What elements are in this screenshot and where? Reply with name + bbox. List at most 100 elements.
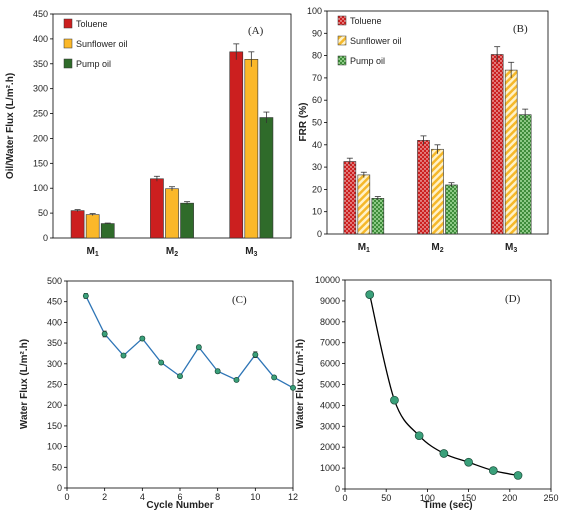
legend-entry: Toluene — [76, 19, 108, 29]
series-line — [369, 294, 519, 477]
data-point — [439, 449, 449, 458]
category-label: M1 — [87, 246, 99, 258]
chart-panel-b: 0 10 20 30 40 50 60 70 80 90 100 M1 M2 M3 Toluene Sun… — [298, 6, 549, 254]
y-axis-title-c: Water Flux (L/m².h) — [19, 339, 30, 429]
panel-label-c: (C) — [232, 294, 247, 306]
y-tick-label: 90 — [312, 28, 322, 38]
y-tick-label: 30 — [312, 162, 322, 172]
y-tick-label: 60 — [312, 95, 322, 105]
y-tick-label: 300 — [33, 84, 48, 94]
y-tick-label: 40 — [312, 140, 322, 150]
data-point — [101, 331, 108, 337]
bar — [85, 214, 100, 239]
y-tick-label: 450 — [47, 297, 62, 307]
x-tick-label: 100 — [420, 493, 435, 503]
y-tick-label: 100 — [47, 442, 62, 452]
y-tick-label: 250 — [47, 380, 62, 390]
y-tick-label: 0 — [335, 484, 340, 494]
legend-entry: Sunflower oil — [76, 39, 128, 49]
legend-b: Toluene Sunflower oil Pump oil — [337, 15, 402, 66]
data-point — [271, 374, 278, 381]
category-label: M2 — [166, 246, 178, 258]
data-point — [414, 431, 424, 441]
bar — [229, 51, 244, 239]
x-axis-title-d: Time (sec) — [423, 500, 472, 511]
y-tick-label: 100 — [307, 6, 322, 16]
data-point — [195, 344, 202, 351]
y-tick-label: 450 — [33, 9, 48, 19]
data-point — [513, 471, 523, 480]
y-tick-label: 500 — [47, 276, 62, 286]
x-tick-label: 2 — [102, 492, 107, 502]
y-axis-title-d: Water Flux (L/m².h) — [295, 339, 306, 429]
x-tick-label: 10 — [250, 492, 260, 502]
bar — [504, 69, 518, 235]
y-tick-label: 10000 — [315, 275, 340, 285]
y-tick-label: 1000 — [320, 463, 340, 473]
y-tick-label: 70 — [312, 73, 322, 83]
chart-panel-a: 0 50 100 150 200 250 300 350 400 450 M1 M2 M3 Tolue… — [5, 9, 292, 258]
y-tick-label: 200 — [47, 400, 62, 410]
x-tick-label: 200 — [502, 493, 517, 503]
legend-entry: Pump oil — [76, 59, 111, 69]
category-label: M1 — [358, 242, 370, 254]
data-point — [464, 457, 473, 467]
y-tick-label: 400 — [47, 317, 62, 327]
y-axis-a: 0 50 100 150 200 250 300 350 400 450 — [33, 9, 53, 243]
bar — [180, 202, 194, 239]
legend-entry: Sunflower oil — [350, 36, 402, 46]
data-point — [177, 373, 183, 380]
x-categories-b: M1 M2 M3 — [358, 242, 518, 254]
legend-swatch — [63, 38, 73, 49]
bars-a — [70, 43, 274, 239]
legend-entry: Pump oil — [350, 56, 385, 66]
legend-a: Toluene Sunflower oil Pump oil — [63, 18, 128, 69]
y-tick-label: 0 — [43, 233, 48, 243]
bar — [259, 117, 274, 239]
bars-b — [343, 46, 532, 235]
y-tick-label: 10 — [312, 207, 322, 217]
x-tick-label: 0 — [342, 493, 347, 503]
y-tick-label: 100 — [33, 183, 48, 193]
chart-panel-d: 0100020003000400050006000700080009000100… — [295, 275, 559, 511]
x-tick-label: 6 — [177, 492, 182, 502]
legend-swatch — [337, 35, 347, 46]
series-c — [82, 292, 296, 391]
data-point — [290, 384, 296, 391]
data-point — [488, 466, 498, 475]
y-tick-label: 6000 — [320, 359, 340, 369]
panel-label-b: (B) — [513, 23, 528, 35]
y-tick-label: 150 — [47, 421, 62, 431]
x-tick-label: 4 — [140, 492, 145, 502]
x-axis-c: 0 2 4 6 8 10 12 — [64, 488, 298, 502]
series-line — [85, 295, 294, 389]
bar — [417, 140, 430, 235]
y-tick-label: 50 — [38, 208, 48, 218]
x-tick-label: 12 — [288, 492, 298, 502]
bar — [371, 198, 385, 235]
x-axis-title-c: Cycle Number — [146, 500, 213, 511]
series-d — [365, 290, 523, 480]
bar — [343, 161, 357, 235]
bar — [490, 54, 504, 235]
y-tick-label: 80 — [312, 51, 322, 61]
x-axis-d: 0 50 100 150 200 250 — [342, 489, 559, 503]
x-tick-label: 50 — [381, 493, 391, 503]
data-point — [120, 352, 127, 359]
y-tick-label: 8000 — [320, 317, 340, 327]
y-tick-label: 0 — [317, 229, 322, 239]
legend-swatch — [337, 55, 347, 66]
panel-label-d: (D) — [505, 293, 521, 305]
y-tick-label: 50 — [312, 118, 322, 128]
bar — [431, 148, 444, 235]
data-point — [158, 359, 165, 366]
y-tick-label: 2000 — [320, 442, 340, 452]
y-tick-label: 9000 — [320, 296, 340, 306]
bar — [445, 184, 458, 235]
y-axis-b: 0 10 20 30 40 50 60 70 80 90 100 — [307, 6, 327, 239]
y-tick-label: 250 — [33, 109, 48, 119]
category-label: M3 — [245, 246, 257, 258]
bar — [357, 174, 371, 235]
y-tick-label: 400 — [33, 34, 48, 44]
y-tick-label: 350 — [33, 59, 48, 69]
